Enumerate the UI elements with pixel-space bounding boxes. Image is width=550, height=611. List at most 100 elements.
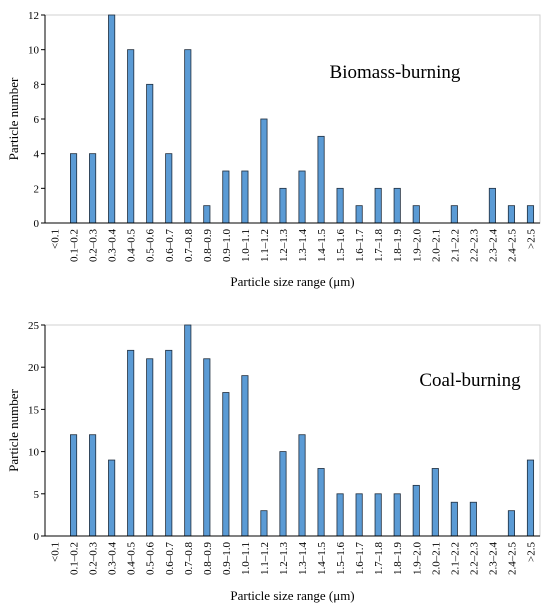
bar [222,392,230,537]
bar [317,468,325,537]
x-tick-label: 1.5–1.6 [335,542,347,576]
x-tick-label: 1.4–1.5 [316,542,328,576]
bar [393,187,401,224]
x-tick-label: 0.6–0.7 [164,229,176,263]
x-tick-label: 1.4–1.5 [316,229,328,263]
y-axis-title: Particle number [6,77,21,160]
x-tick-label: 1.3–1.4 [297,229,309,263]
bar [241,375,249,537]
x-tick-label: 2.0–2.1 [430,229,442,262]
x-tick-label: 0.2–0.3 [88,542,100,576]
annotation: Coal-burning [419,370,521,391]
bar [279,187,287,224]
x-tick-label: 2.4–2.5 [506,542,518,576]
x-tick-label: 2.1–2.2 [449,542,461,575]
annotation: Biomass-burning [330,62,461,83]
x-tick-label: 0.9–1.0 [221,542,233,576]
y-tick-label: 8 [34,79,40,91]
bar [431,468,439,537]
bar [260,118,268,224]
y-tick-label: 25 [28,320,40,332]
bar [146,358,154,537]
plot-frame [44,324,541,537]
bar [298,434,306,537]
bar [412,205,420,224]
bar [222,170,230,224]
x-axis-title: Particle size range (μm) [230,588,354,603]
bar [260,510,268,537]
x-tick-label: 1.0–1.1 [240,229,252,262]
y-tick-label: 0 [34,531,40,543]
x-tick-label: 0.5–0.6 [145,229,157,263]
bar [336,187,344,224]
x-tick-label: 2.0–2.1 [430,542,442,575]
x-tick-label: 1.9–2.0 [411,542,423,576]
bar [146,83,154,224]
bar [507,205,515,224]
bar [89,153,97,224]
bar [507,510,515,537]
bar [317,135,325,224]
x-tick-label: 0.1–0.2 [69,542,81,575]
bar [279,451,287,537]
y-tick-label: 10 [28,45,40,57]
x-tick-label: 1.7–1.8 [373,229,385,263]
x-tick-label: 0.5–0.6 [145,542,157,576]
bar [70,153,78,224]
x-tick-label: 1.3–1.4 [297,542,309,576]
bar [89,434,97,537]
x-tick-label: 1.6–1.7 [354,229,366,263]
x-tick-label: 0.3–0.4 [107,542,119,576]
y-tick-label: 20 [28,362,40,374]
x-tick-label: 2.1–2.2 [449,229,461,262]
x-tick-label: 2.4–2.5 [506,229,518,263]
x-tick-label: 2.3–2.4 [487,228,499,262]
x-tick-label: >2.5 [525,229,537,249]
x-tick-label: 1.8–1.9 [392,229,404,263]
bar [241,170,249,224]
bar [203,358,211,537]
y-tick-label: 12 [28,10,39,22]
x-tick-label: 0.1–0.2 [69,229,81,262]
x-tick-label: 0.3–0.4 [107,229,119,263]
y-tick-label: 0 [34,218,40,230]
y-tick-label: 4 [34,149,40,161]
bar [108,459,116,537]
bar [412,484,420,537]
x-tick-label: 0.7–0.8 [183,542,195,576]
x-tick-label: 1.2–1.3 [278,229,290,263]
bar [165,153,173,224]
bar [203,205,211,224]
bar [184,324,192,537]
x-tick-label: >2.5 [525,542,537,562]
x-tick-label: 1.5–1.6 [335,229,347,263]
x-tick-label: 0.4–0.5 [126,542,138,576]
bar [298,170,306,224]
y-tick-label: 6 [34,114,40,126]
bar [355,493,363,537]
x-tick-label: <0.1 [50,542,62,562]
bar [393,493,401,537]
x-tick-label: 2.2–2.3 [468,229,480,263]
bar [127,49,135,224]
bar [184,49,192,224]
y-tick-label: 10 [28,447,40,459]
x-tick-label: 1.9–2.0 [411,229,423,263]
bar [355,205,363,224]
bar [374,493,382,537]
x-tick-label: 0.4–0.5 [126,229,138,263]
bar [450,205,458,224]
x-tick-label: 0.2–0.3 [88,229,100,263]
bar [488,187,496,224]
x-tick-label: <0.1 [50,229,62,249]
x-tick-label: 1.1–1.2 [259,229,271,262]
x-tick-label: 2.3–2.4 [487,542,499,576]
x-tick-label: 1.6–1.7 [354,542,366,576]
bar [526,459,535,537]
x-axis-title: Particle size range (μm) [230,274,354,289]
bar [374,187,382,224]
x-tick-label: 0.6–0.7 [164,542,176,576]
x-tick-label: 1.1–1.2 [259,542,271,575]
bar [127,349,135,537]
